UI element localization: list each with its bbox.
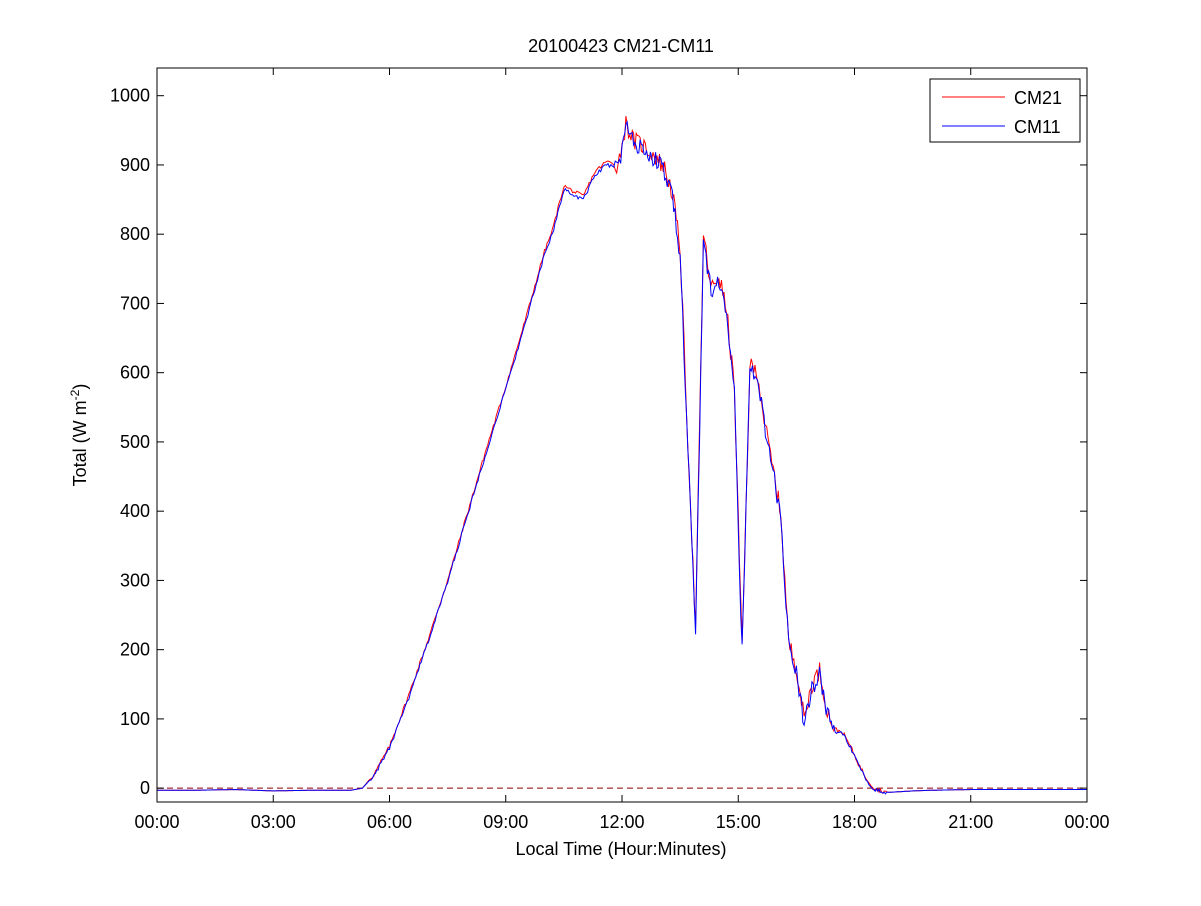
y-tick-label: 400 — [120, 501, 150, 521]
x-tick-label: 03:00 — [251, 812, 296, 832]
series-line-cm11 — [157, 120, 1087, 795]
x-tick-label: 09:00 — [483, 812, 528, 832]
legend-label-cm11: CM11 — [1014, 117, 1061, 137]
y-tick-label: 100 — [120, 709, 150, 729]
y-axis-label-close: ) — [70, 384, 90, 390]
x-tick-label: 06:00 — [367, 812, 412, 832]
y-tick-label: 1000 — [110, 86, 150, 106]
x-tick-label: 21:00 — [948, 812, 993, 832]
y-tick-label: 700 — [120, 293, 150, 313]
x-tick-label: 18:00 — [832, 812, 877, 832]
legend: CM21 CM11 — [929, 78, 1081, 143]
y-tick-label: 0 — [140, 778, 150, 798]
y-tick-label: 500 — [120, 432, 150, 452]
y-tick-label: 200 — [120, 640, 150, 660]
y-axis-label: Total (W m-2) — [68, 384, 90, 487]
y-tick-label: 600 — [120, 363, 150, 383]
x-axis-label: Local Time (Hour:Minutes) — [515, 839, 726, 859]
plot-background — [157, 68, 1087, 802]
y-tick-label: 900 — [120, 155, 150, 175]
x-tick-label: 12:00 — [599, 812, 644, 832]
ticks-layer: 00:00 03:00 06:00 09:00 12:00 15:00 18:00 21:00… — [110, 68, 1110, 832]
x-tick-label: 00:00 — [134, 812, 179, 832]
y-tick-label: 300 — [120, 570, 150, 590]
x-tick-label: 00:00 — [1064, 812, 1109, 832]
x-tick-label: 15:00 — [716, 812, 761, 832]
y-tick-label: 800 — [120, 224, 150, 244]
plot-area — [157, 68, 1087, 802]
legend-label-cm21: CM21 — [1014, 88, 1062, 108]
y-axis-label-main: Total (W m — [70, 400, 90, 486]
legend-box — [929, 78, 1081, 143]
y-axis-label-superscript: -2 — [68, 389, 82, 400]
chart-title: 20100423 CM21-CM11 — [528, 36, 714, 56]
series-layer — [157, 116, 1087, 795]
